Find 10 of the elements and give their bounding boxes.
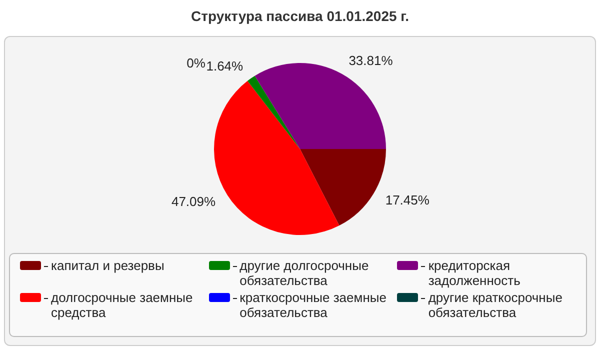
data-label: 33.81%: [348, 53, 394, 68]
data-label: 47.09%: [171, 194, 216, 210]
legend-label: долгосрочные заемные средства: [43, 290, 209, 320]
legend-label: другие краткосрочные обязательства: [420, 290, 586, 320]
data-label: 1.64%: [206, 58, 244, 74]
chart-title: Структура пассива 01.01.2025 г.: [190, 8, 410, 24]
legend-label: капитал и резервы: [43, 258, 164, 273]
data-label: 17.45%: [385, 192, 430, 208]
legend-label: краткосрочные заемные обязательства: [232, 290, 398, 320]
text: 0%: [186, 56, 206, 71]
